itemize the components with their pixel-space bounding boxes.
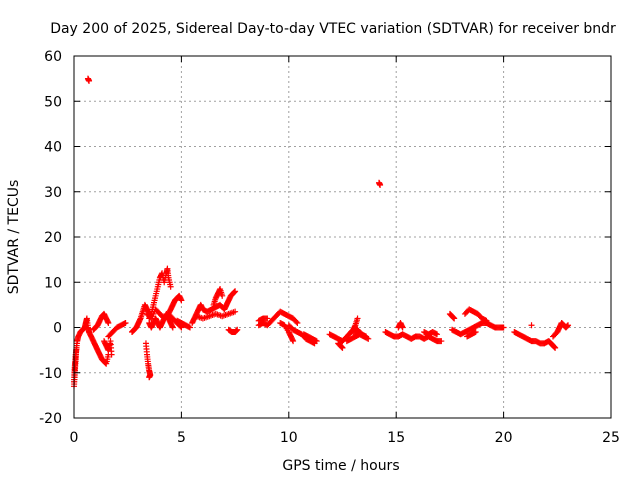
data-point [552,344,559,351]
data-point [169,324,176,331]
data-point [565,322,572,329]
y-tick-labels: -20 -10 0 10 20 30 40 50 60 [39,49,62,427]
data-point [528,322,535,329]
data-point [108,351,115,358]
data-point [122,319,129,326]
data-point [186,324,193,331]
data-point [313,338,320,345]
y-tick-label: 10 [44,275,62,291]
data-point [472,329,479,336]
axis-ticks [73,55,612,419]
grid-lines [74,56,611,418]
y-axis-label: SDTVAR / TECUs [6,180,22,295]
x-tick-label: 25 [602,430,620,446]
data-point [434,331,441,338]
data-point [234,326,241,333]
data-point [377,181,384,188]
data-point [146,374,153,381]
y-tick-label: -20 [39,411,62,427]
y-tick-label: -10 [39,366,62,382]
data-point [264,315,271,322]
y-tick-label: 60 [44,49,62,65]
x-axis-label: GPS time / hours [282,458,399,474]
data-points [71,75,572,390]
data-point [105,319,112,326]
y-tick-label: 0 [53,321,62,337]
data-point [293,318,300,325]
data-point [483,317,490,324]
x-tick-label: 5 [177,430,186,446]
x-tick-labels: 0 5 10 15 20 25 [70,430,620,446]
data-point [290,338,297,345]
y-tick-label: 40 [44,140,62,156]
data-point [219,292,226,299]
x-tick-label: 0 [70,430,79,446]
data-point [363,333,370,340]
x-tick-label: 10 [280,430,298,446]
data-point [86,77,93,84]
data-point [178,297,185,304]
data-point [167,283,174,290]
data-point [232,308,239,315]
data-point [451,315,458,322]
x-tick-label: 15 [387,430,405,446]
data-point [339,344,346,351]
data-point [399,324,406,331]
y-tick-label: 50 [44,94,62,110]
data-point [294,319,301,326]
x-tick-label: 20 [495,430,513,446]
data-point [500,324,507,331]
y-tick-label: 30 [44,185,62,201]
data-point [73,344,80,351]
data-point [354,315,361,322]
data-point [438,338,445,345]
chart-title: Day 200 of 2025, Sidereal Day-to-day VTE… [50,21,616,37]
data-point [232,288,239,295]
y-tick-label: 20 [44,230,62,246]
